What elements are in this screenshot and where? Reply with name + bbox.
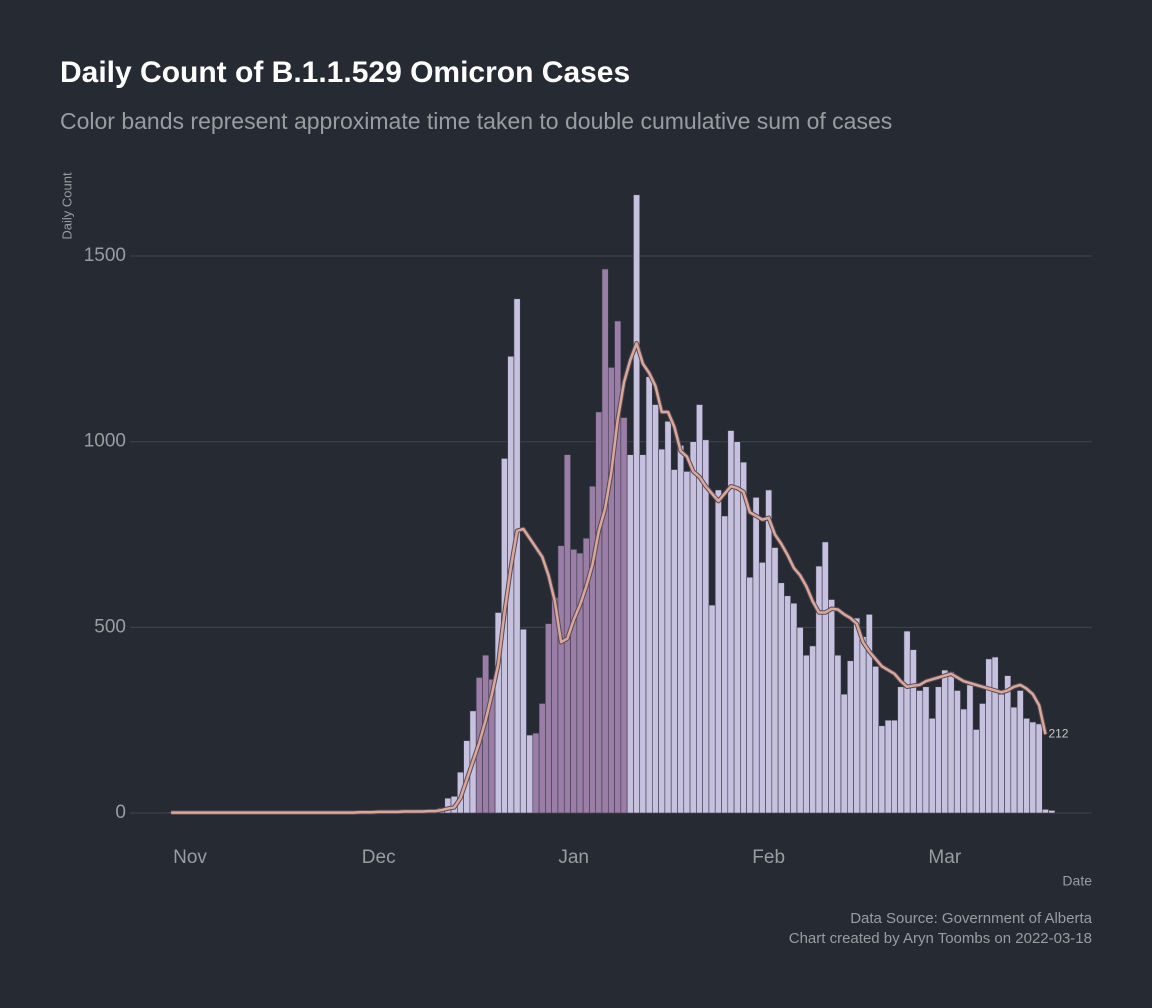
- bar: [626, 454, 634, 814]
- bar: [947, 671, 955, 814]
- bar: [519, 628, 527, 814]
- caption: Chart created by Aryn Toombs on 2022-03-…: [789, 930, 1092, 947]
- bar: [777, 582, 785, 814]
- x-tick-label: Jan: [558, 847, 589, 868]
- bar: [702, 439, 710, 814]
- bar: [752, 497, 760, 814]
- bar: [802, 654, 810, 814]
- y-tick-label: 500: [94, 616, 126, 637]
- bar: [746, 576, 754, 814]
- x-axis-label: Date: [1062, 873, 1092, 889]
- bar: [740, 461, 747, 814]
- bar: [922, 686, 930, 814]
- data-label: 212: [1048, 726, 1068, 740]
- chart-title: Daily Count of B.1.1.529 Omicron Cases: [60, 56, 630, 89]
- bar: [853, 617, 861, 814]
- bar: [683, 471, 691, 814]
- bar: [979, 703, 986, 814]
- bar: [960, 708, 968, 814]
- x-tick-label: Dec: [362, 847, 396, 868]
- bar: [1023, 718, 1031, 814]
- bar: [916, 690, 924, 814]
- bar: [1029, 721, 1037, 814]
- bar: [758, 562, 766, 814]
- bar: [815, 565, 823, 814]
- bar: [595, 411, 603, 814]
- bar: [1010, 706, 1018, 814]
- bar: [620, 417, 628, 814]
- bar: [664, 420, 672, 814]
- bar: [840, 693, 848, 814]
- bar: [859, 636, 867, 814]
- y-axis-label: Daily Count: [59, 172, 74, 240]
- bar: [714, 489, 722, 814]
- x-tick-label: Feb: [752, 847, 785, 868]
- x-tick-label: Nov: [173, 847, 207, 868]
- bar: [809, 645, 817, 814]
- bar: [532, 732, 540, 814]
- bar: [991, 656, 999, 814]
- bar: [658, 448, 666, 814]
- bar: [941, 669, 949, 814]
- bar: [878, 725, 886, 814]
- bar: [872, 666, 880, 814]
- bar: [545, 623, 552, 814]
- bar: [721, 515, 729, 814]
- bar: [1035, 723, 1043, 814]
- bar: [589, 485, 597, 814]
- bar: [966, 684, 974, 814]
- chart-subtitle: Color bands represent approximate time t…: [60, 108, 892, 134]
- bar: [828, 599, 836, 814]
- bar: [677, 445, 685, 814]
- caption: Data Source: Government of Alberta: [850, 910, 1092, 927]
- bar: [652, 404, 659, 814]
- bar: [607, 367, 615, 814]
- bar: [633, 194, 641, 814]
- bar: [928, 718, 936, 814]
- bar: [790, 602, 798, 814]
- bar: [765, 489, 773, 814]
- bar: [903, 630, 911, 814]
- bar: [784, 595, 791, 814]
- bar: [997, 693, 1005, 814]
- bar: [557, 545, 565, 814]
- bar: [689, 441, 697, 814]
- bar: [1041, 809, 1049, 814]
- bar: [972, 729, 980, 814]
- bar: [953, 690, 961, 814]
- bar: [696, 404, 703, 814]
- bar: [891, 719, 898, 814]
- bar: [670, 469, 678, 814]
- bar: [639, 454, 647, 814]
- bar: [645, 376, 653, 814]
- bar: [1004, 675, 1012, 814]
- bar: [897, 686, 905, 814]
- y-tick-label: 0: [115, 802, 126, 823]
- bar: [708, 604, 716, 814]
- bar: [884, 719, 892, 814]
- bar: [909, 649, 917, 814]
- bar: [538, 703, 546, 814]
- y-tick-label: 1000: [84, 431, 126, 452]
- bar: [834, 654, 842, 814]
- bar: [935, 686, 942, 814]
- bar: [570, 549, 578, 814]
- bar: [526, 734, 534, 814]
- x-tick-label: Mar: [928, 847, 961, 868]
- bar: [821, 541, 829, 814]
- y-tick-label: 1500: [84, 245, 126, 266]
- bar: [733, 441, 741, 814]
- bar: [1016, 690, 1024, 814]
- bar: [796, 627, 804, 814]
- bar: [865, 614, 873, 814]
- bar: [601, 268, 609, 814]
- bar: [847, 660, 854, 814]
- bar: [1048, 810, 1056, 814]
- bar: [771, 547, 779, 814]
- smoothed-line: [171, 342, 1047, 814]
- bar: [985, 658, 993, 814]
